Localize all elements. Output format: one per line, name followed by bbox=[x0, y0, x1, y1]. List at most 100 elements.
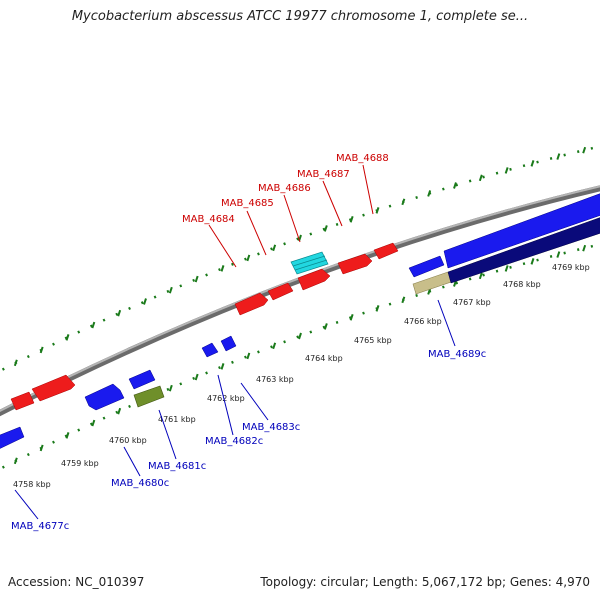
gene-label-mab-4681c[interactable]: MAB_4681c bbox=[148, 461, 206, 472]
leader-line bbox=[217, 374, 234, 436]
major-tick bbox=[453, 182, 457, 189]
kbp-scale-labels: 4758 kbp 4759 kbp 4760 kbp 4761 kbp 4762… bbox=[13, 263, 590, 489]
gene-label-mab-4682c[interactable]: MAB_4682c bbox=[205, 436, 263, 447]
major-tick bbox=[401, 198, 406, 206]
gene-label-mab-4685[interactable]: MAB_4685 bbox=[221, 198, 274, 209]
major-tick bbox=[323, 323, 328, 330]
major-tick bbox=[504, 167, 509, 174]
forward-gene-arrow[interactable] bbox=[373, 242, 399, 260]
reverse-strand-features bbox=[0, 190, 600, 449]
major-tick bbox=[220, 265, 225, 272]
major-tick bbox=[478, 272, 483, 280]
chromosome-backbone bbox=[0, 185, 600, 417]
major-ticks bbox=[13, 146, 587, 465]
reverse-gene-arrow[interactable] bbox=[201, 342, 219, 358]
major-tick bbox=[168, 286, 173, 294]
major-tick bbox=[39, 346, 44, 354]
major-tick bbox=[117, 407, 122, 415]
major-tick bbox=[194, 373, 199, 381]
genome-summary-text: Topology: circular; Length: 5,067,172 bp… bbox=[260, 575, 590, 589]
major-tick bbox=[582, 146, 587, 154]
major-tick bbox=[323, 225, 328, 232]
cyan-feature-line bbox=[294, 259, 328, 271]
major-tick bbox=[91, 321, 96, 329]
major-tick bbox=[39, 444, 44, 452]
forward-gene-arrow[interactable] bbox=[297, 268, 331, 291]
forward-gene-arrow[interactable] bbox=[31, 374, 76, 402]
major-tick bbox=[65, 432, 70, 439]
gene-label-mab-4689c[interactable]: MAB_4689c bbox=[428, 349, 486, 360]
kbp-label: 4766 kbp bbox=[404, 317, 442, 326]
olive-feature[interactable] bbox=[133, 385, 165, 408]
gene-label-mab-4683c[interactable]: MAB_4683c bbox=[242, 422, 300, 433]
major-tick bbox=[349, 313, 354, 321]
major-tick bbox=[504, 265, 509, 272]
major-tick bbox=[272, 342, 277, 350]
leader-line bbox=[123, 446, 141, 477]
chromosome-backbone-highlight bbox=[0, 185, 600, 413]
kbp-label: 4769 kbp bbox=[552, 263, 590, 272]
major-tick bbox=[530, 160, 535, 167]
gene-label-mab-4686[interactable]: MAB_4686 bbox=[258, 183, 311, 194]
major-tick bbox=[246, 352, 251, 360]
major-tick bbox=[298, 332, 302, 340]
major-tick bbox=[65, 334, 70, 341]
reverse-gene-arrow[interactable] bbox=[408, 255, 445, 278]
kbp-label: 4759 kbp bbox=[61, 459, 99, 468]
major-tick bbox=[117, 309, 122, 317]
reverse-gene-arrow[interactable] bbox=[0, 426, 25, 449]
major-tick bbox=[556, 251, 561, 258]
leader-line bbox=[14, 489, 39, 520]
reverse-gene-arrow[interactable] bbox=[220, 335, 237, 352]
kbp-label: 4763 kbp bbox=[256, 375, 294, 384]
major-tick bbox=[91, 419, 96, 427]
map-title: Mycobacterium abscessus ATCC 19977 chrom… bbox=[71, 9, 529, 24]
leader-line bbox=[158, 409, 177, 460]
gene-label-mab-4680c[interactable]: MAB_4680c bbox=[111, 478, 169, 489]
reverse-gene-arrow[interactable] bbox=[128, 369, 156, 390]
gene-label-mab-4687[interactable]: MAB_4687 bbox=[297, 169, 350, 180]
major-tick bbox=[556, 153, 561, 160]
major-tick bbox=[427, 190, 432, 197]
major-tick bbox=[143, 298, 147, 305]
leader-line bbox=[246, 210, 267, 256]
forward-strand-features bbox=[10, 242, 399, 411]
gene-label-mab-4677c[interactable]: MAB_4677c bbox=[11, 521, 69, 532]
forward-gene-arrow[interactable] bbox=[337, 253, 373, 275]
reverse-gene-arrow[interactable] bbox=[84, 383, 125, 411]
gene-label-mab-4684[interactable]: MAB_4684 bbox=[182, 214, 235, 225]
forward-gene-arrow[interactable] bbox=[234, 292, 269, 316]
major-tick bbox=[272, 244, 277, 252]
kbp-label: 4760 kbp bbox=[109, 436, 147, 445]
major-tick bbox=[582, 244, 587, 252]
accession-text: Accession: NC_010397 bbox=[8, 575, 145, 589]
forward-gene-arrow[interactable] bbox=[267, 282, 294, 301]
major-tick bbox=[246, 254, 251, 262]
gene-label-mab-4688[interactable]: MAB_4688 bbox=[336, 153, 389, 164]
kbp-label: 4768 kbp bbox=[503, 280, 541, 289]
reverse-gene-labels: MAB_4677c MAB_4680c MAB_4681c MAB_4682c … bbox=[11, 299, 486, 532]
major-tick bbox=[194, 275, 199, 283]
kbp-label: 4765 kbp bbox=[354, 336, 392, 345]
forward-gene-arrow[interactable] bbox=[10, 391, 35, 411]
navy-feature[interactable] bbox=[447, 214, 600, 284]
major-tick bbox=[375, 207, 380, 214]
kbp-label: 4764 kbp bbox=[305, 354, 343, 363]
major-tick bbox=[13, 457, 18, 465]
major-tick bbox=[13, 359, 18, 367]
major-tick bbox=[168, 384, 173, 392]
kbp-label: 4767 kbp bbox=[453, 298, 491, 307]
leader-line bbox=[283, 194, 301, 243]
major-tick bbox=[530, 258, 535, 265]
kbp-label: 4761 kbp bbox=[158, 415, 196, 424]
reverse-gene-arrow-large[interactable] bbox=[443, 190, 600, 269]
major-tick bbox=[220, 363, 225, 370]
major-tick bbox=[401, 296, 406, 304]
leader-line bbox=[240, 382, 269, 421]
cyan-feature-line bbox=[292, 255, 326, 267]
major-tick bbox=[349, 215, 354, 223]
leader-line bbox=[362, 164, 374, 215]
kbp-label: 4762 kbp bbox=[207, 394, 245, 403]
kbp-label: 4758 kbp bbox=[13, 480, 51, 489]
